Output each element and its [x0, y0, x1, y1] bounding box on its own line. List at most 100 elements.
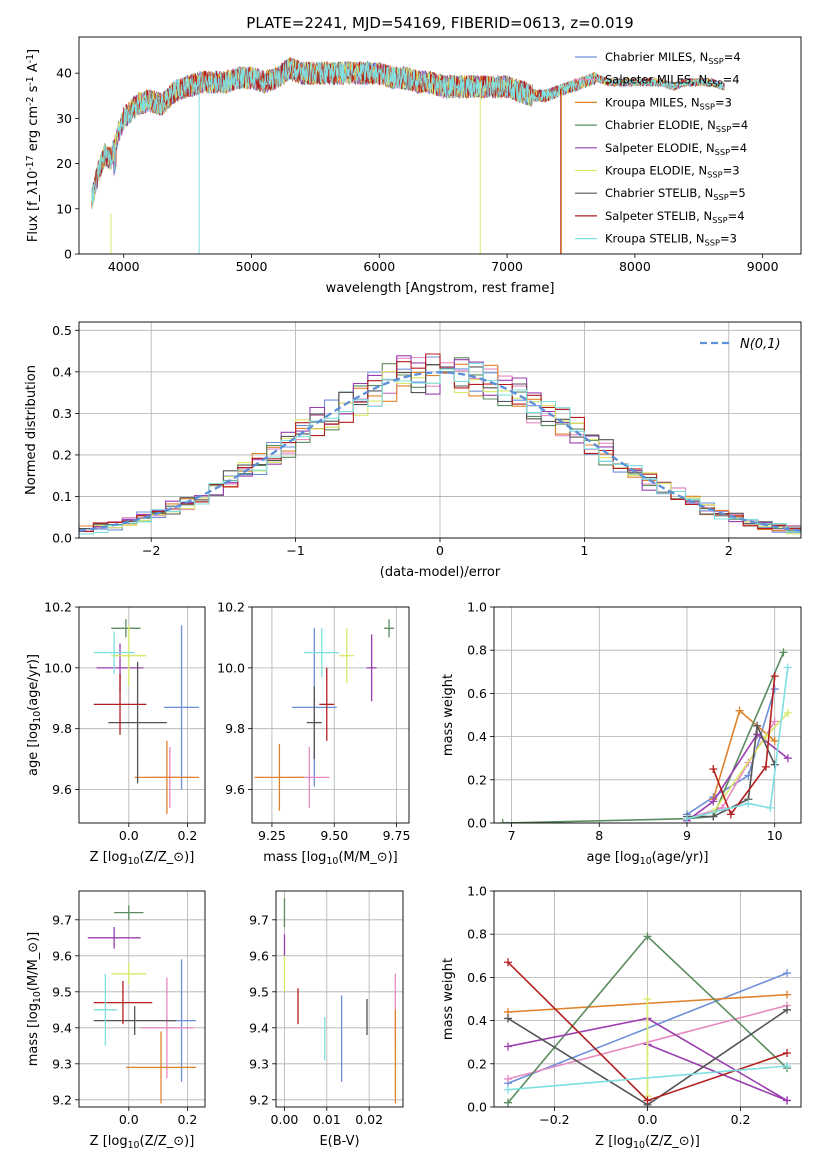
plot-area [91, 57, 725, 254]
y-tick-label: 10.0 [44, 660, 72, 675]
axes-frame [251, 606, 410, 824]
y-tick-label: 20 [56, 156, 72, 171]
x-tick-label: 4000 [108, 259, 140, 274]
weight-marker [761, 762, 770, 771]
residual-histogram-panel: −2 −1 0 1 2 0.0 0.1 0.2 0.3 0.4 0.5 (data-model)/er… [24, 321, 802, 580]
weight-line [686, 667, 789, 820]
normal-reference-curve [79, 371, 801, 532]
error-bar-point [304, 628, 340, 677]
legend-entry: Salpeter MILES, NSSP=4 [605, 73, 740, 89]
legend-entry: N(0,1) [740, 337, 781, 352]
x-tick-label: 7000 [491, 259, 523, 274]
weight-marker [779, 648, 788, 657]
x-axis-label: Z [log10(Z/Z_⊙)] [90, 850, 195, 867]
y-tick-label: 40 [56, 66, 72, 81]
error-bar-point [87, 927, 141, 949]
error-bar-point [366, 634, 377, 702]
age-vs-mass-panel: 9.25 9.50 9.75 9.6 9.8 10.0 10.2 mass [log10(M/… [217, 600, 410, 868]
axes-frame [275, 890, 404, 1108]
x-tick-label: 0.2 [177, 1112, 197, 1127]
error-bar-point [108, 661, 167, 784]
x-tick-label: 9 [683, 828, 691, 843]
weight-marker [503, 1042, 512, 1051]
weight-marker [783, 1005, 792, 1014]
axes-frame [493, 890, 802, 1108]
legend-entry: Chabrier MILES, NSSP=4 [605, 50, 741, 66]
legend-entry: Chabrier STELIB, NSSP=5 [605, 186, 746, 202]
weight-marker [770, 717, 779, 726]
y-tick-label: 9.7 [249, 912, 269, 927]
error-bar-point [134, 740, 200, 814]
weight-marker [643, 995, 652, 1003]
y-tick-label: 9.2 [52, 1092, 72, 1107]
weight-line [507, 1065, 788, 1091]
weight-line [712, 676, 776, 817]
y-axis-label: mass [log10(M/M_⊙)] [26, 932, 43, 1067]
x-tick-label: 0.0 [119, 1112, 139, 1127]
y-tick-label: 10.2 [44, 600, 72, 615]
age-vs-metallicity-panel: 0.0 0.2 9.6 9.8 10.0 10.2 Z [log10(Z/Z_⊙)] age … [26, 600, 206, 867]
y-tick-label: 9.4 [52, 1020, 72, 1035]
x-axis-label: Z [log10(Z/Z_⊙)] [595, 1134, 700, 1151]
y-tick-label: 9.2 [249, 1092, 269, 1107]
x-tick-label: 0.0 [119, 828, 139, 843]
spectrum-legend: Chabrier MILES, NSSP=4 Salpeter MILES, NS… [575, 50, 748, 248]
x-tick-label: 8000 [619, 259, 651, 274]
weight-marker [503, 1098, 512, 1107]
x-axis-label: (data-model)/error [380, 565, 501, 580]
x-tick-label: 5000 [236, 259, 268, 274]
y-tick-label: 9.7 [52, 912, 72, 927]
x-tick-label: 8 [595, 828, 603, 843]
x-tick-label: 7 [508, 828, 516, 843]
x-tick-label: 0.2 [731, 1112, 751, 1127]
y-tick-label: 0.3 [52, 406, 72, 421]
error-bar-point [93, 673, 147, 735]
weight-marker [503, 1085, 512, 1094]
x-tick-label: 0.2 [177, 828, 197, 843]
legend-entry: Kroupa ELODIE, NSSP=3 [605, 164, 740, 180]
weight-marker [498, 819, 507, 823]
mass-vs-reddening-panel: 0.00 0.01 0.02 9.2 9.3 9.4 9.5 9.6 9.7 E(B-V) [249, 890, 404, 1149]
weight-marker [726, 810, 735, 819]
error-bar-point [163, 625, 200, 790]
weight-marker [503, 958, 512, 967]
x-axis-label: age [log10(age/yr)] [587, 850, 709, 867]
x-tick-label: −0.2 [539, 1112, 569, 1127]
y-tick-label: 0.1 [52, 489, 72, 504]
y-tick-label: 9.6 [249, 948, 269, 963]
y-axis-label: Flux [f_λ10-17 erg cm-2 s-1 A-1] [25, 49, 41, 242]
weight-marker [503, 1074, 512, 1083]
y-tick-label: 10.0 [217, 660, 245, 675]
mass-vs-metallicity-panel: 0.0 0.2 9.2 9.3 9.4 9.5 9.6 9.7 Z [log10(Z/Z_⊙)]… [26, 890, 206, 1151]
error-bar-point [384, 619, 395, 638]
y-tick-label: 0.4 [467, 1013, 487, 1028]
error-bar-point [111, 625, 147, 687]
x-tick-label: 6000 [363, 259, 395, 274]
weight-marker [753, 721, 762, 730]
y-tick-label: 9.5 [249, 984, 269, 999]
y-axis-label: age [log10(age/yr)] [26, 654, 43, 776]
weight-marker [709, 797, 718, 806]
weight-marker [783, 663, 792, 672]
weight-marker [783, 990, 792, 999]
axes-frame [78, 36, 802, 255]
axes-frame [78, 890, 206, 1108]
y-tick-label: 0.4 [52, 364, 72, 379]
y-tick-label: 0.5 [52, 323, 72, 338]
error-bar-point [111, 963, 147, 985]
weight-marker [503, 1014, 512, 1023]
figure-title: PLATE=2241, MJD=54169, FIBERID=0613, z=0… [246, 14, 633, 32]
x-axis-label: wavelength [Angstrom, rest frame] [326, 281, 555, 296]
y-tick-label: 9.6 [52, 782, 72, 797]
weight-marker [744, 799, 753, 808]
y-tick-label: 10 [56, 201, 72, 216]
axes-frame [493, 606, 802, 824]
y-axis-label: mass weight [441, 958, 456, 1040]
error-bar-point [254, 743, 305, 811]
y-tick-label: 30 [56, 111, 72, 126]
legend-entry: Chabrier ELODIE, NSSP=4 [605, 118, 748, 134]
error-bar-point [125, 1031, 197, 1104]
y-axis-label: mass weight [441, 674, 456, 756]
x-axis-label: mass [log10(M/M_⊙)] [263, 850, 398, 867]
